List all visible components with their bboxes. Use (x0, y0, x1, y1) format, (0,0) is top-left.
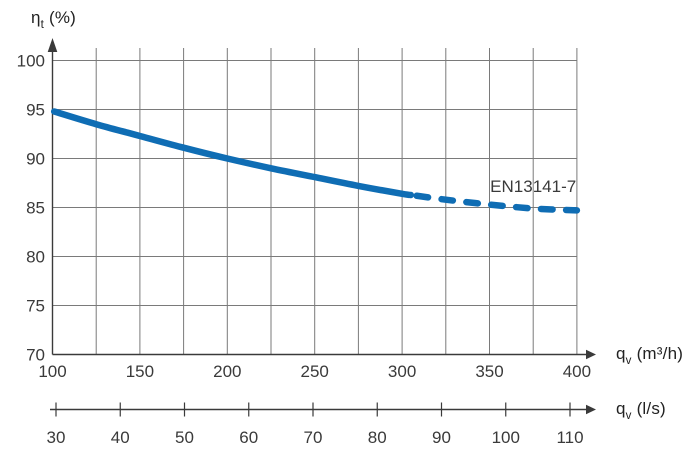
y-tick-label: 100 (17, 52, 45, 71)
x-tick-label: 300 (388, 362, 416, 381)
x-tick-label: 200 (213, 362, 241, 381)
efficiency-curve-solid (50, 108, 415, 199)
y-tick-label: 75 (26, 297, 45, 316)
secondary-tick-label: 40 (111, 428, 130, 447)
x-tick-label: 400 (563, 362, 591, 381)
secondary-tick-label: 80 (368, 428, 387, 447)
curve-annotation-label: EN13141-7 (490, 176, 577, 196)
y-tick-label: 90 (26, 150, 45, 169)
x-tick-label: 100 (38, 362, 66, 381)
x-tick-label: 250 (301, 362, 329, 381)
y-axis-title: ηt (%) (31, 8, 77, 32)
secondary-tick-label: 70 (304, 428, 323, 447)
secondary-tick-label: 50 (175, 428, 194, 447)
y-axis-arrow (47, 38, 58, 52)
x-axis-arrow (586, 349, 596, 360)
secondary-axis-arrow (586, 404, 596, 415)
y-tick-label: 95 (26, 101, 45, 120)
secondary-x-axis-title: qv (l/s) (616, 399, 666, 423)
x-tick-label: 350 (475, 362, 503, 381)
y-tick-label: 80 (26, 248, 45, 267)
secondary-tick-label: 100 (492, 428, 520, 447)
x-axis-title: qv (m³/h) (616, 344, 684, 368)
y-tick-label: 70 (26, 346, 45, 365)
y-tick-label: 85 (26, 199, 45, 218)
x-tick-label: 150 (126, 362, 154, 381)
secondary-tick-label: 60 (239, 428, 258, 447)
efficiency-curve-dashed (407, 191, 581, 214)
secondary-tick-label: 90 (432, 428, 451, 447)
secondary-tick-label: 30 (47, 428, 66, 447)
secondary-tick-label: 110 (556, 428, 583, 447)
